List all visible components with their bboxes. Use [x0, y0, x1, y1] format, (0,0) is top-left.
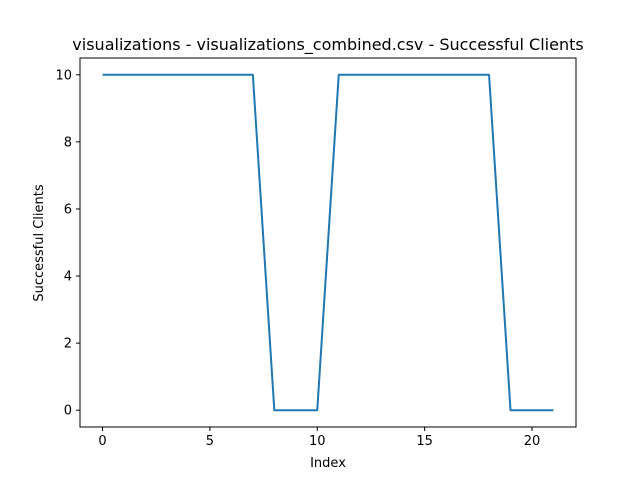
y-tick-label: 6	[64, 202, 72, 217]
x-tick-label: 5	[206, 434, 214, 449]
chart-title: visualizations - visualizations_combined…	[72, 35, 583, 55]
x-tick-label: 20	[524, 434, 541, 449]
y-tick-label: 10	[55, 68, 72, 83]
plot-frame	[79, 57, 577, 428]
y-axis-ticks: 0 2 4 6 8 10	[55, 68, 80, 419]
y-tick-label: 0	[64, 404, 72, 419]
x-tick-label: 15	[416, 434, 433, 449]
y-tick-label: 8	[64, 135, 72, 150]
series-line	[102, 73, 554, 412]
x-tick-label: 0	[98, 434, 106, 449]
y-axis-label: Successful Clients	[32, 184, 47, 302]
x-axis-ticks: 0 5 10 15 20	[98, 427, 540, 449]
y-tick-label: 4	[64, 270, 72, 285]
x-axis-label: Index	[310, 456, 346, 471]
y-tick-label: 2	[64, 337, 72, 352]
x-tick-label: 10	[309, 434, 326, 449]
